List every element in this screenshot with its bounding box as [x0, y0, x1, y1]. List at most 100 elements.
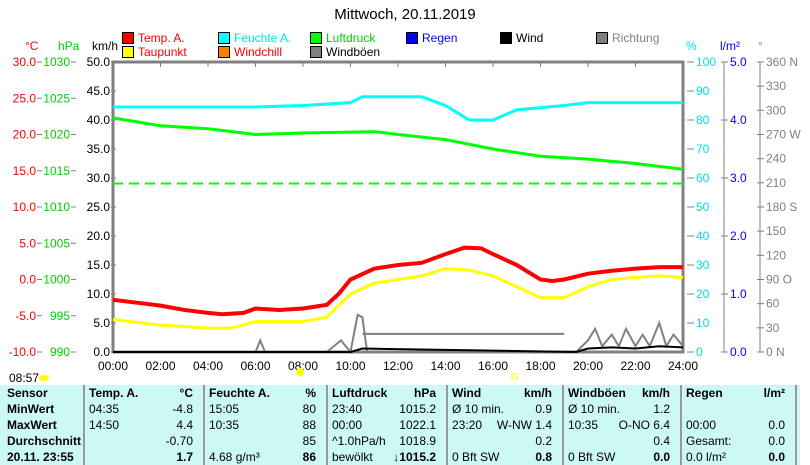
axis-tick-label-deg: 150: [766, 224, 786, 238]
legend-label: Regen: [422, 31, 458, 45]
stat-time: Ø 10 min.: [568, 402, 621, 416]
legend-swatch: [122, 32, 134, 44]
x-tick-label: 06:00: [240, 359, 270, 373]
stat-time: 0 Bft SW: [568, 450, 616, 464]
column-unit: l/m²: [763, 386, 785, 400]
stats-table: Sensor MinWert MaxWert Durchschnitt 20.11. 2…: [0, 385, 800, 465]
axis-tick-label-kmh: 5.0: [93, 316, 110, 330]
stat-time: ^1.0hPa/h: [332, 434, 386, 448]
weather-chart: °C hPa km/h% l/m² ° 30.0 25.0 20.0 15.0 10.0 5.0 0.…: [9, 39, 801, 381]
stat-value: 0.0: [768, 434, 785, 448]
axis-tick-label-kmh: 20.0: [87, 229, 111, 243]
stat-value: 0.9: [535, 402, 552, 416]
legend-swatch: [122, 46, 134, 58]
axis-tick-label-c: 15.0: [13, 164, 37, 178]
stat-value: 1015.2: [399, 402, 436, 416]
column-unit: hPa: [413, 386, 436, 400]
stat-time: 23:20: [452, 418, 483, 432]
legend-label: Windböen: [326, 45, 381, 59]
stat-value: 1022.1: [399, 418, 436, 432]
sun-icon: [296, 368, 304, 376]
legend-item: Windchill: [218, 45, 282, 59]
row-label: MaxWert: [7, 418, 57, 432]
axis-tick-label-deg: 270 W: [766, 128, 801, 142]
axis-tick-label-kmh: 30.0: [87, 171, 111, 185]
stat-time: 10:35: [568, 418, 599, 432]
x-tick-label: 02:00: [145, 359, 175, 373]
axis-tick-label-kmh: 40.0: [87, 113, 111, 127]
axis-tick-label-lm2: 0.0: [730, 345, 747, 359]
stat-time: 0.0 l/m²: [686, 450, 727, 464]
legend-label: Feuchte A.: [234, 31, 292, 45]
legend-item: Wind: [500, 31, 543, 45]
legend-swatch: [218, 32, 230, 44]
axis-unit-lm2: l/m²: [720, 39, 740, 53]
axis-tick-label-pct: 10: [696, 316, 710, 330]
stat-value: 88: [302, 418, 316, 432]
column-header: Luftdruck: [332, 386, 388, 400]
axis-tick-label-hpa: 1010: [43, 200, 70, 214]
series-taupunkt: [112, 267, 684, 330]
x-tick-label: 20:00: [573, 359, 603, 373]
legend-swatch: [406, 32, 418, 44]
axis-tick-label-pct: 40: [696, 229, 710, 243]
axis-tick-label-hpa: 995: [50, 309, 70, 323]
stat-value: 0.2: [535, 434, 552, 448]
axis-unit-deg: °: [758, 39, 763, 53]
axis-tick-label-pct: 0: [696, 345, 703, 359]
x-tick-label: 22:00: [620, 359, 650, 373]
legend-label: Temp. A.: [138, 31, 185, 45]
stat-value: ↓1015.2: [393, 450, 436, 464]
stats-column: Temp. A. °C 04:35 -4.8 14:50 4.4 -0.70 1.7: [85, 385, 205, 465]
x-tick-label: 18:00: [525, 359, 555, 373]
axis-tick-label-pct: 100: [696, 55, 716, 69]
axis-tick-label-deg: 330: [766, 79, 786, 93]
axis-tick-label-deg: 210: [766, 176, 786, 190]
stats-column: Windböen km/h Ø 10 min. 1.2 10:35 O-NO 6.4 0.4…: [564, 385, 682, 465]
series-temp-a-: [112, 245, 683, 317]
stats-column: Feuchte A.% 15:05 80 10:35 88 85 4.68 g/m³ 86: [205, 385, 328, 465]
axis-tick-label-lm2: 4.0: [730, 113, 747, 127]
legend-label: Windchill: [234, 45, 283, 59]
stat-time: bewölkt: [332, 450, 373, 464]
stat-value: 1018.9: [399, 434, 436, 448]
column-unit: %: [305, 386, 316, 400]
x-tick-label: 12:00: [383, 359, 413, 373]
column-header: Windböen: [568, 386, 626, 400]
stat-time: 0 Bft SW: [452, 450, 500, 464]
axis-tick-label-pct: 60: [696, 171, 710, 185]
axis-tick-label-hpa: 1005: [43, 236, 70, 250]
axis-unit-pct: %: [686, 39, 697, 53]
stat-time: Ø 10 min.: [452, 402, 505, 416]
axis-tick-label-deg: 240: [766, 152, 786, 166]
axis-tick-label-kmh: 15.0: [87, 258, 111, 272]
axis-tick-label-deg: 90 O: [766, 273, 792, 287]
column-unit: km/h: [641, 386, 670, 400]
axis-tick-label-pct: 90: [696, 84, 710, 98]
stats-column: Luftdruck hPa 23:40 1015.2 00:00 1022.1 ^1.0hP…: [328, 385, 448, 465]
axis-tick-label-pct: 20: [696, 287, 710, 301]
x-tick-label: 00:00: [98, 359, 128, 373]
column-header: Regen: [686, 386, 723, 400]
stat-time: 00:00: [686, 418, 717, 432]
column-header: Feuchte A.: [209, 386, 270, 400]
axis-tick-label-kmh: 50.0: [87, 55, 111, 69]
stat-value: 80: [302, 402, 316, 416]
stat-time: 4.68 g/m³: [209, 450, 260, 464]
series-luftdruck: [112, 116, 684, 171]
axis-tick-label-hpa: 1025: [43, 91, 70, 105]
axis-tick-label-kmh: 45.0: [87, 84, 111, 98]
stat-value: -0.70: [165, 434, 193, 448]
stat-time: 00:00: [332, 418, 363, 432]
legend-item: Taupunkt: [122, 45, 187, 59]
stat-time: 23:40: [332, 402, 363, 416]
legend-swatch: [310, 46, 322, 58]
x-tick-label: 24:00: [668, 359, 698, 373]
legend-swatch: [596, 32, 608, 44]
axis-tick-label-deg: 300: [766, 103, 786, 117]
axis-tick-label-c: 20.0: [13, 128, 37, 142]
row-label: Durchschnitt: [7, 434, 82, 448]
stat-time: 15:05: [209, 402, 240, 416]
legend-swatch: [218, 46, 230, 58]
axis-tick-label-hpa: 1030: [43, 55, 70, 69]
